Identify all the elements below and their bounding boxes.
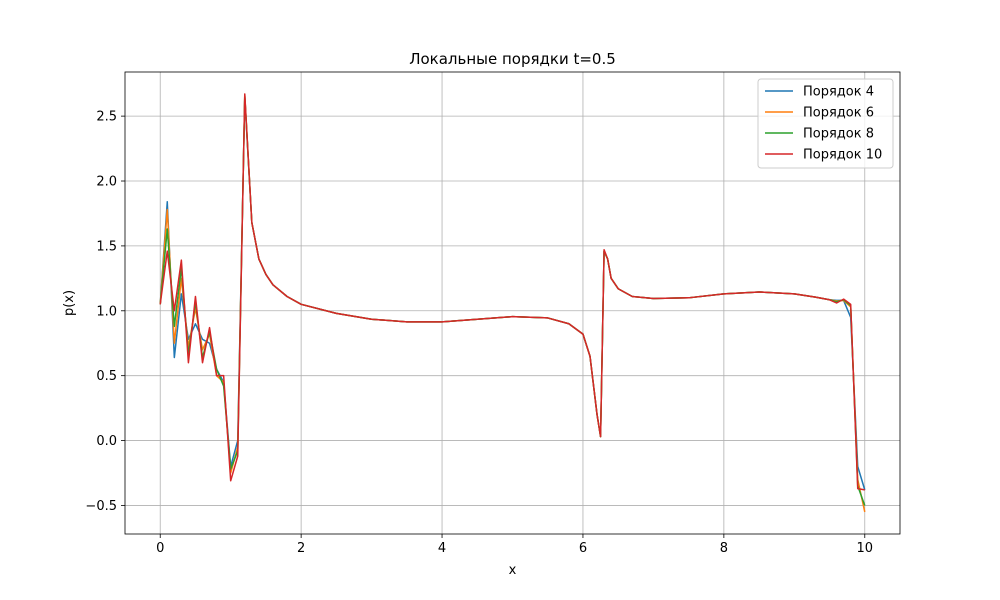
- x-axis-label: x: [509, 563, 517, 578]
- x-tick-label: 10: [856, 541, 873, 556]
- legend: Порядок 4 Порядок 6 Порядок 8 Порядок 10: [757, 78, 894, 169]
- y-tick-label: −0.5: [85, 499, 117, 514]
- legend-box: [757, 78, 894, 169]
- series-line-4: [159, 93, 865, 491]
- y-axis-label: p(x): [62, 290, 77, 316]
- x-tick-label: 0: [156, 541, 164, 556]
- y-tick-label: 2.5: [96, 110, 117, 125]
- y-tick-label: 2.0: [96, 175, 117, 190]
- x-tick-label: 2: [297, 541, 305, 556]
- chart-title: Локальные порядки t=0.5: [409, 50, 616, 68]
- x-tick-label: 4: [438, 541, 446, 556]
- legend-label: Порядок 8: [803, 127, 874, 142]
- plot-frame: [124, 71, 901, 535]
- x-tick-label: 6: [579, 541, 587, 556]
- x-tick-label: 8: [720, 541, 728, 556]
- axis-ticks: 0 2 4 6 8 10 −0.5 0.0 0.5 1.0 1.5 2.0 2.5: [85, 110, 873, 556]
- y-tick-label: 0.0: [96, 434, 117, 449]
- y-tick-label: 0.5: [96, 369, 117, 384]
- grid: [125, 72, 900, 534]
- y-tick-label: 1.5: [96, 239, 117, 254]
- legend-label: Порядок 10: [803, 148, 882, 163]
- series-lines: [159, 93, 866, 513]
- y-tick-label: 1.0: [96, 304, 117, 319]
- legend-label: Порядок 4: [803, 85, 874, 100]
- legend-label: Порядок 6: [803, 106, 874, 121]
